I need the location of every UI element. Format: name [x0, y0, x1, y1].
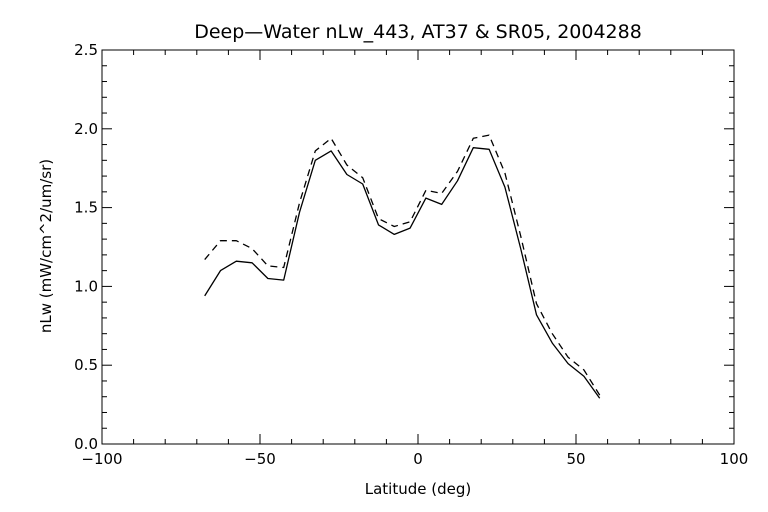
x-tick-label: 100 [720, 450, 749, 468]
y-tick-label: 1.0 [74, 277, 98, 295]
axis-ticks [101, 49, 735, 445]
x-tick-label: −50 [244, 450, 276, 468]
y-tick-label: 1.5 [74, 199, 98, 217]
x-tick-label: 50 [566, 450, 585, 468]
x-tick-label: 0 [413, 450, 423, 468]
plot-frame [101, 49, 735, 445]
series-line-dashed [204, 134, 601, 396]
x-tick-label: −100 [81, 450, 122, 468]
y-axis-label: nLw (mW/cm^2/um/sr) [37, 159, 55, 333]
series-line-solid [204, 147, 601, 399]
x-axis-label: Latitude (deg) [365, 480, 471, 498]
y-tick-label: 2.5 [74, 41, 98, 59]
y-tick-label: 2.0 [74, 120, 98, 138]
series-lines [204, 134, 601, 399]
y-tick-label: 0.0 [74, 435, 98, 453]
axis-tick-labels: −100 −50 0 50 100 0.0 0.5 1.0 1.5 2.0 2.5 [74, 41, 748, 468]
y-tick-label: 0.5 [74, 356, 98, 374]
chart-title: Deep—Water nLw_443, AT37 & SR05, 2004288 [194, 21, 642, 43]
